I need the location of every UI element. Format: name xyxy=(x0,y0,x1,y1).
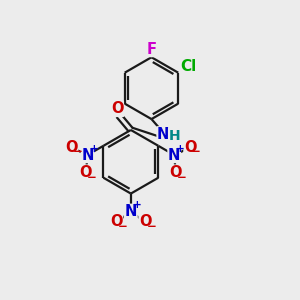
Text: O: O xyxy=(111,101,123,116)
Text: O: O xyxy=(110,214,123,230)
Text: −: − xyxy=(117,220,127,233)
Text: F: F xyxy=(146,41,157,56)
Text: −: − xyxy=(87,170,97,184)
Text: −: − xyxy=(191,146,201,158)
Text: −: − xyxy=(177,170,187,184)
Text: N: N xyxy=(157,127,170,142)
Text: N: N xyxy=(81,148,94,163)
Text: O: O xyxy=(80,165,92,180)
Text: O: O xyxy=(169,165,182,180)
Text: +: + xyxy=(90,143,98,154)
Text: +: + xyxy=(176,143,185,154)
Text: −: − xyxy=(73,146,82,158)
Text: O: O xyxy=(184,140,197,155)
Text: N: N xyxy=(125,204,137,219)
Text: −: − xyxy=(146,220,156,233)
Text: O: O xyxy=(139,214,152,230)
Text: H: H xyxy=(169,129,180,142)
Text: O: O xyxy=(65,140,78,155)
Text: +: + xyxy=(133,200,142,210)
Text: N: N xyxy=(168,148,180,163)
Text: Cl: Cl xyxy=(180,59,197,74)
